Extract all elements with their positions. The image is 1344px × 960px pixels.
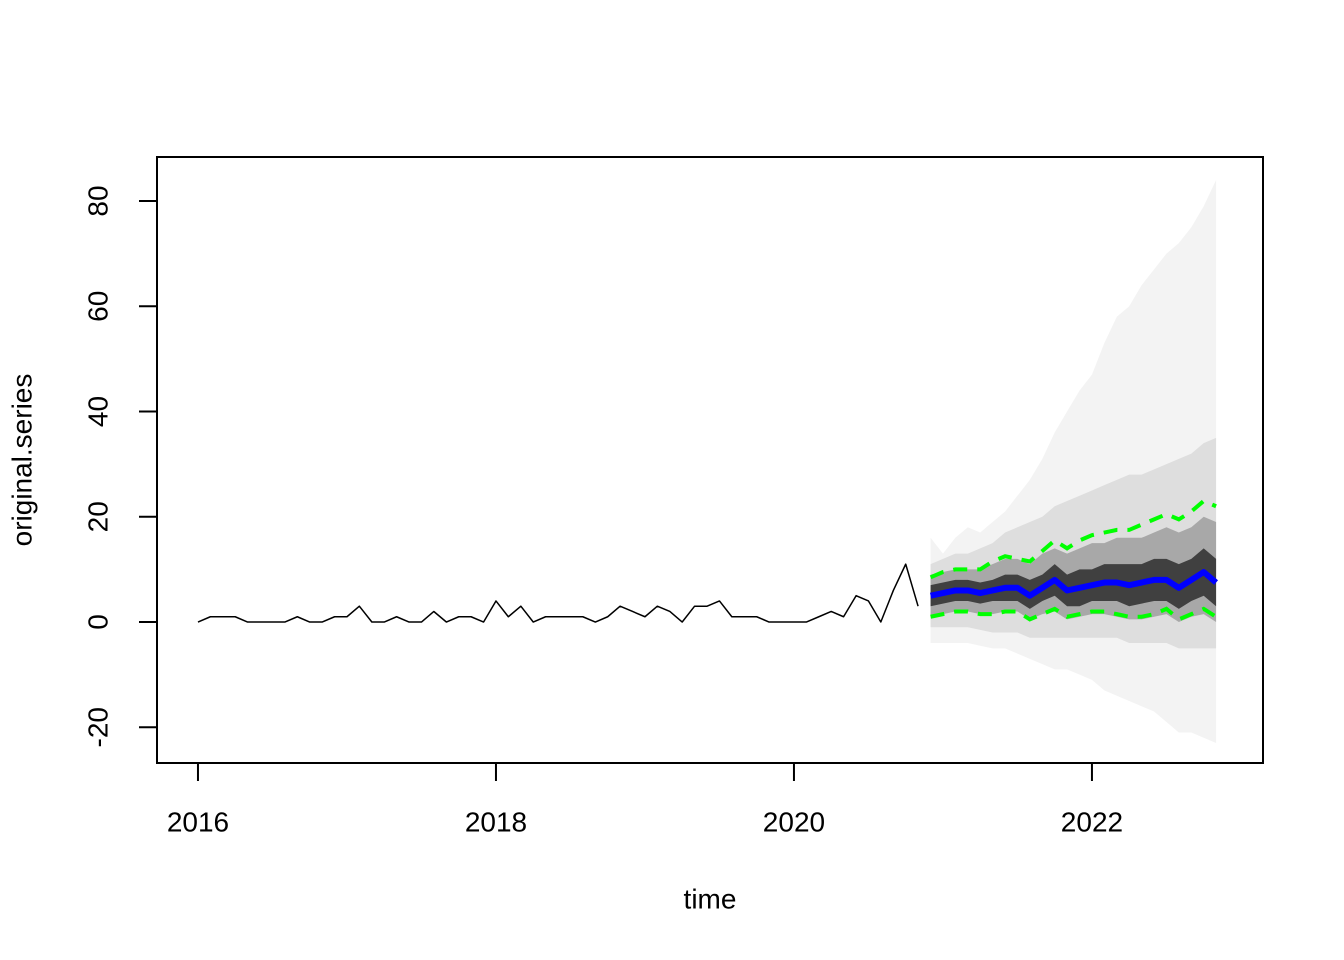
forecast-bound [930,606,1218,622]
y-axis-title: original.series [6,374,37,547]
x-tick-label: 2016 [167,806,229,837]
y-tick-label: 80 [82,185,113,216]
series-line [197,563,919,623]
forecast-band [930,548,1217,609]
x-tick-label: 2018 [465,806,527,837]
forecast-mean [929,569,1219,599]
y-tick-label: 60 [82,291,113,322]
y-tick-label: 20 [82,501,113,532]
y-tick-label: 0 [82,614,113,630]
x-tick-label: 2020 [763,806,825,837]
x-axis-title: time [684,883,737,914]
x-tick-label: 2022 [1061,806,1123,837]
forecast-bound [929,498,1217,580]
y-tick-label: -20 [82,707,113,747]
y-tick-label: 40 [82,396,113,427]
